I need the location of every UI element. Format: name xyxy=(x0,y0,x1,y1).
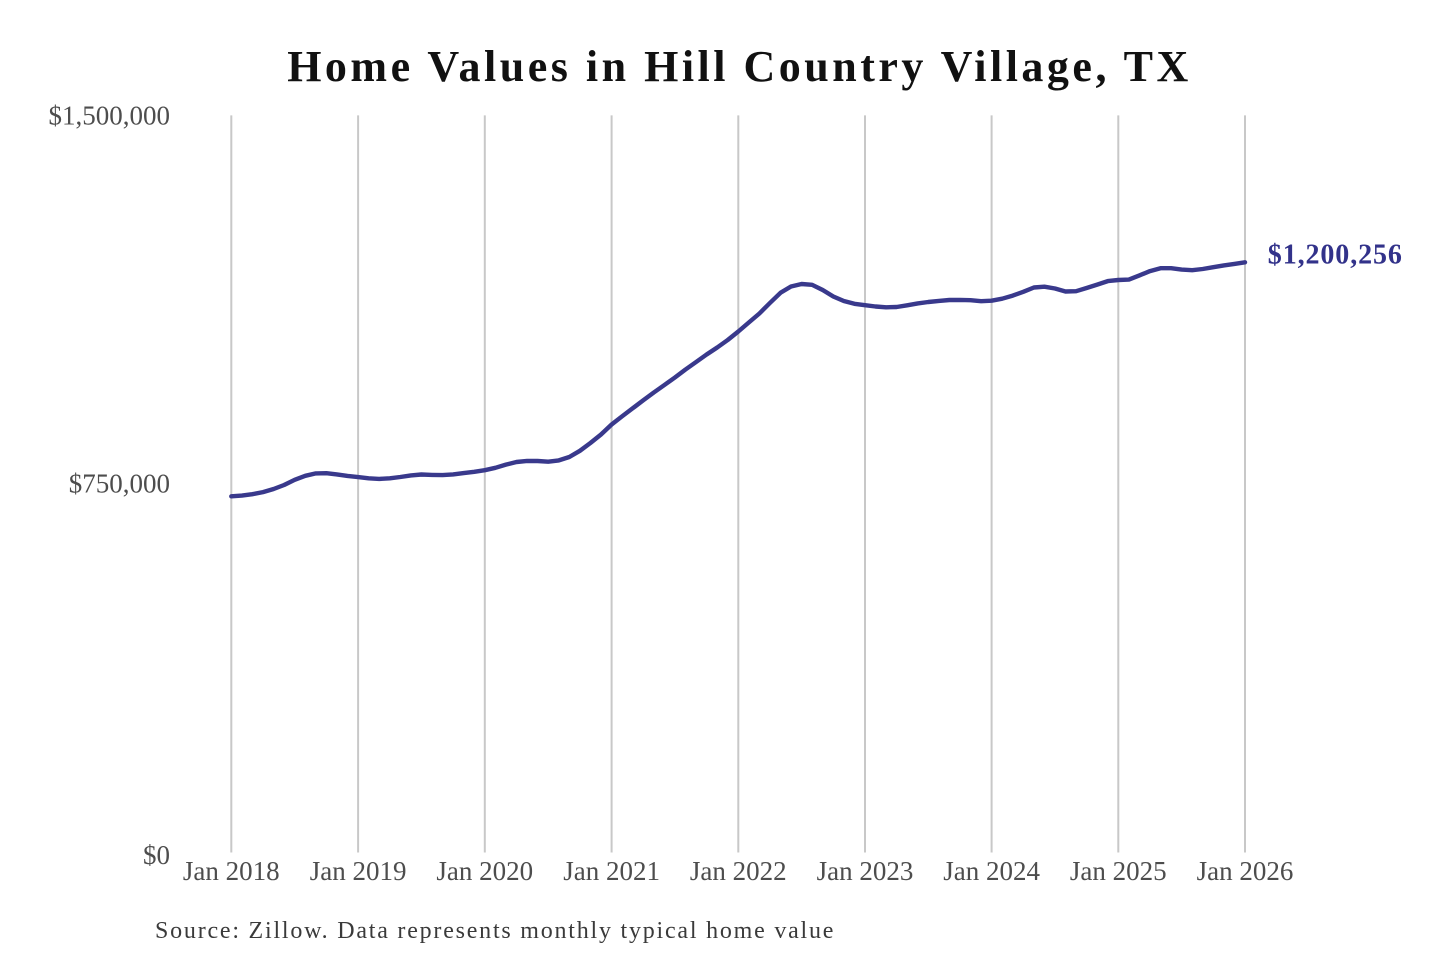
svg-text:Jan 2025: Jan 2025 xyxy=(1070,856,1167,886)
svg-text:Jan 2021: Jan 2021 xyxy=(563,856,660,886)
svg-text:Home Values in Hill Country Vi: Home Values in Hill Country Village, TX xyxy=(287,42,1192,91)
svg-text:Source: Zillow. Data represent: Source: Zillow. Data represents monthly … xyxy=(155,918,835,944)
svg-text:$0: $0 xyxy=(143,840,170,870)
svg-text:Jan 2020: Jan 2020 xyxy=(436,856,533,886)
svg-text:$1,500,000: $1,500,000 xyxy=(49,100,171,130)
svg-text:Jan 2024: Jan 2024 xyxy=(943,856,1040,886)
svg-text:Jan 2018: Jan 2018 xyxy=(183,856,280,886)
svg-text:Jan 2023: Jan 2023 xyxy=(817,856,914,886)
svg-text:$750,000: $750,000 xyxy=(69,469,170,499)
svg-text:Jan 2022: Jan 2022 xyxy=(690,856,787,886)
svg-text:Jan 2019: Jan 2019 xyxy=(310,856,407,886)
svg-text:Jan 2026: Jan 2026 xyxy=(1197,856,1294,886)
svg-text:$1,200,256: $1,200,256 xyxy=(1268,239,1403,270)
